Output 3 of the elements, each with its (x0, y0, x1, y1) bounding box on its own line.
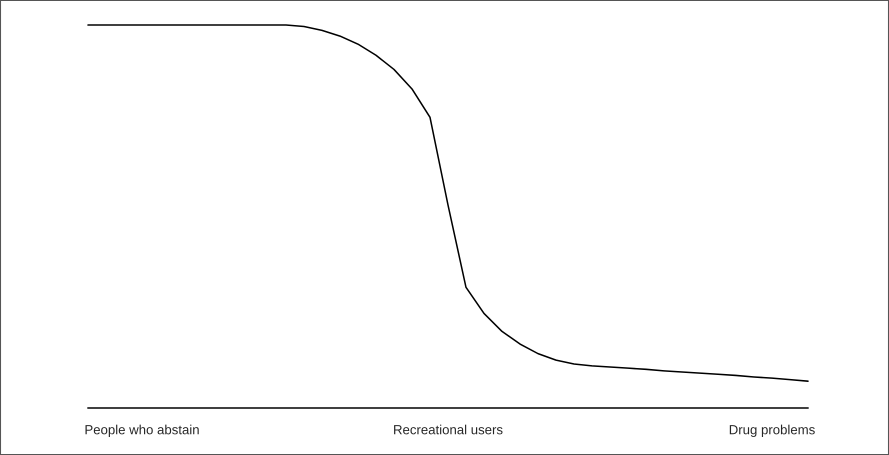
x-tick-label: Drug problems (730, 424, 815, 437)
x-tick-label: People who abstain (86, 424, 199, 437)
x-tick-label: Recreational users (394, 424, 503, 434)
